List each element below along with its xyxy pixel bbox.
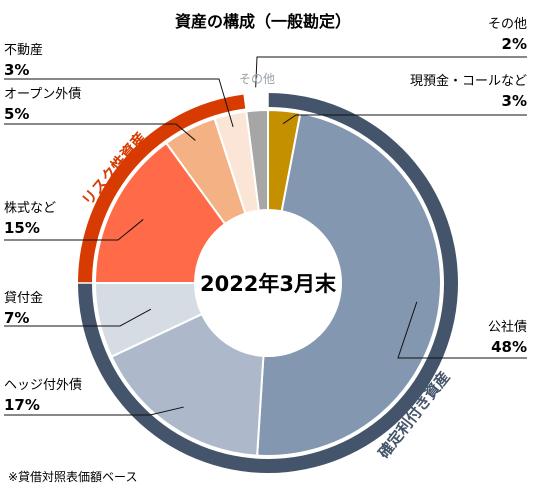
slice-name-loans: 貸付金 <box>4 290 43 306</box>
slice-name-hedged-foreign-bonds: ヘッジ付外債 <box>4 378 82 393</box>
slice-pct-realestate: 3% <box>4 61 29 79</box>
leader-line-other <box>255 56 527 88</box>
slice-pct-other: 2% <box>502 35 527 53</box>
leader-line-hedged-foreign-bonds <box>4 406 184 416</box>
leader-line-loans <box>4 308 152 327</box>
leader-line-cash <box>282 114 527 125</box>
slice-pct-bonds: 48% <box>491 338 527 356</box>
slice-name-other: その他 <box>488 17 527 32</box>
leader-line-stocks <box>4 219 144 241</box>
ring-other <box>244 93 268 109</box>
donut-slices <box>93 108 443 458</box>
slice-name-cash: 現預金・コールなど <box>410 73 527 89</box>
group-label-other: その他 <box>239 72 275 86</box>
slice-pct-open-foreign-bonds: 5% <box>4 105 29 123</box>
slice-pct-hedged-foreign-bonds: 17% <box>4 396 40 414</box>
chart-title: 資産の構成（一般勘定） <box>175 12 351 31</box>
slice-name-open-foreign-bonds: オープン外債 <box>4 87 81 102</box>
leader-line-bonds <box>397 301 527 359</box>
leader-lines <box>4 56 527 416</box>
leader-line-open-foreign-bonds <box>4 123 196 141</box>
ring-risk-assets <box>78 94 246 283</box>
group-ring <box>78 93 458 473</box>
footnote: ※貸借対照表価額ベース <box>8 469 137 484</box>
slice-name-bonds: 公社債 <box>488 319 527 335</box>
slice-pct-stocks: 15% <box>4 219 40 237</box>
center-label: 2022年3月末 <box>200 272 337 296</box>
leader-line-realestate <box>4 78 234 127</box>
slice-name-realestate: 不動産 <box>4 42 43 58</box>
slice-pct-loans: 7% <box>4 309 29 327</box>
slice-name-stocks: 株式など <box>4 201 56 216</box>
donut-hole <box>195 210 341 356</box>
slice-pct-cash: 3% <box>502 92 527 110</box>
